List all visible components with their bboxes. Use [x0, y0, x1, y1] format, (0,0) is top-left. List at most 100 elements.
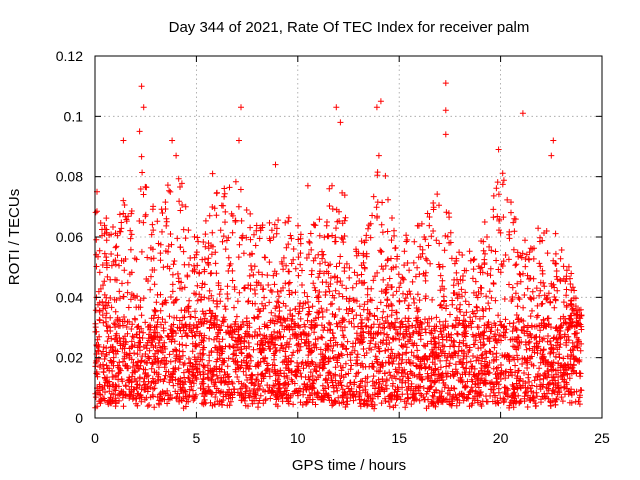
data-point: [505, 256, 512, 263]
data-point: [423, 390, 430, 397]
data-point: [200, 239, 207, 245]
data-point: [522, 341, 529, 348]
data-point: [573, 388, 580, 395]
data-point: [563, 366, 570, 373]
data-point: [257, 383, 263, 389]
y-axis-title: ROTI / TECUs: [6, 189, 23, 285]
data-point: [261, 332, 268, 339]
data-point: [169, 394, 175, 401]
data-point: [527, 332, 534, 338]
data-point: [140, 191, 147, 198]
data-point: [173, 330, 179, 337]
data-point: [236, 241, 243, 248]
data-point: [524, 285, 531, 292]
data-point: [433, 353, 440, 360]
data-point: [243, 354, 250, 361]
data-point: [559, 364, 566, 371]
data-point: [140, 295, 147, 302]
data-point: [109, 396, 116, 403]
data-point: [364, 291, 371, 298]
data-point: [163, 357, 170, 364]
data-point: [386, 339, 393, 346]
data-point: [120, 391, 127, 398]
data-point: [286, 367, 293, 374]
data-point: [463, 359, 470, 366]
data-point: [428, 338, 435, 345]
data-point: [466, 301, 472, 308]
data-point: [116, 211, 123, 218]
data-point: [207, 270, 214, 277]
data-point: [379, 386, 386, 392]
data-point: [151, 404, 158, 411]
data-point: [358, 316, 365, 323]
data-point: [351, 269, 358, 276]
data-point: [251, 314, 257, 321]
data-point: [448, 331, 455, 338]
data-point: [380, 378, 386, 385]
data-point: [126, 386, 133, 393]
data-point: [335, 351, 342, 358]
data-point: [552, 353, 559, 360]
data-point: [377, 364, 384, 371]
data-point: [199, 256, 206, 263]
data-point: [446, 360, 453, 367]
data-point: [120, 137, 127, 144]
data-point: [563, 286, 570, 293]
data-point: [222, 246, 229, 253]
data-point: [511, 389, 518, 396]
data-point: [244, 377, 251, 383]
data-point: [156, 401, 163, 408]
data-point: [242, 330, 249, 337]
data-point: [407, 291, 414, 297]
data-point: [204, 374, 211, 381]
data-point: [402, 404, 409, 411]
data-point: [396, 336, 403, 343]
data-point: [352, 340, 359, 347]
data-point: [100, 282, 106, 289]
data-point: [490, 389, 497, 396]
data-point: [143, 184, 149, 191]
data-point: [241, 285, 248, 292]
data-point: [395, 369, 401, 376]
data-point: [229, 394, 236, 401]
data-point: [168, 241, 175, 248]
data-point: [291, 380, 298, 387]
data-point: [429, 377, 435, 384]
data-point: [527, 313, 534, 320]
data-point: [343, 285, 350, 292]
data-point: [218, 322, 225, 329]
data-point: [169, 271, 176, 278]
data-point: [300, 391, 307, 398]
data-point: [249, 372, 256, 379]
data-point: [201, 364, 208, 371]
data-point: [235, 203, 242, 210]
data-point: [374, 391, 381, 398]
data-point: [514, 352, 520, 359]
data-point: [364, 373, 371, 380]
data-point: [336, 260, 343, 267]
data-point: [405, 315, 412, 322]
data-point: [165, 392, 171, 399]
data-point: [297, 300, 304, 306]
data-point: [399, 274, 406, 281]
data-point: [460, 364, 467, 371]
data-point: [262, 302, 269, 309]
data-point: [441, 343, 448, 350]
data-point: [201, 396, 208, 403]
data-point: [509, 328, 516, 335]
data-point: [288, 235, 295, 242]
data-point: [137, 347, 143, 354]
data-point: [297, 399, 304, 406]
data-point: [481, 260, 488, 266]
data-point: [274, 403, 281, 410]
data-point: [288, 260, 295, 267]
data-point: [498, 261, 505, 268]
data-point: [262, 254, 269, 261]
data-point: [403, 400, 410, 407]
data-point: [426, 222, 433, 229]
data-point: [172, 376, 179, 383]
data-point: [367, 234, 374, 241]
data-point: [206, 357, 213, 364]
data-point: [142, 319, 149, 326]
data-point: [200, 363, 207, 369]
